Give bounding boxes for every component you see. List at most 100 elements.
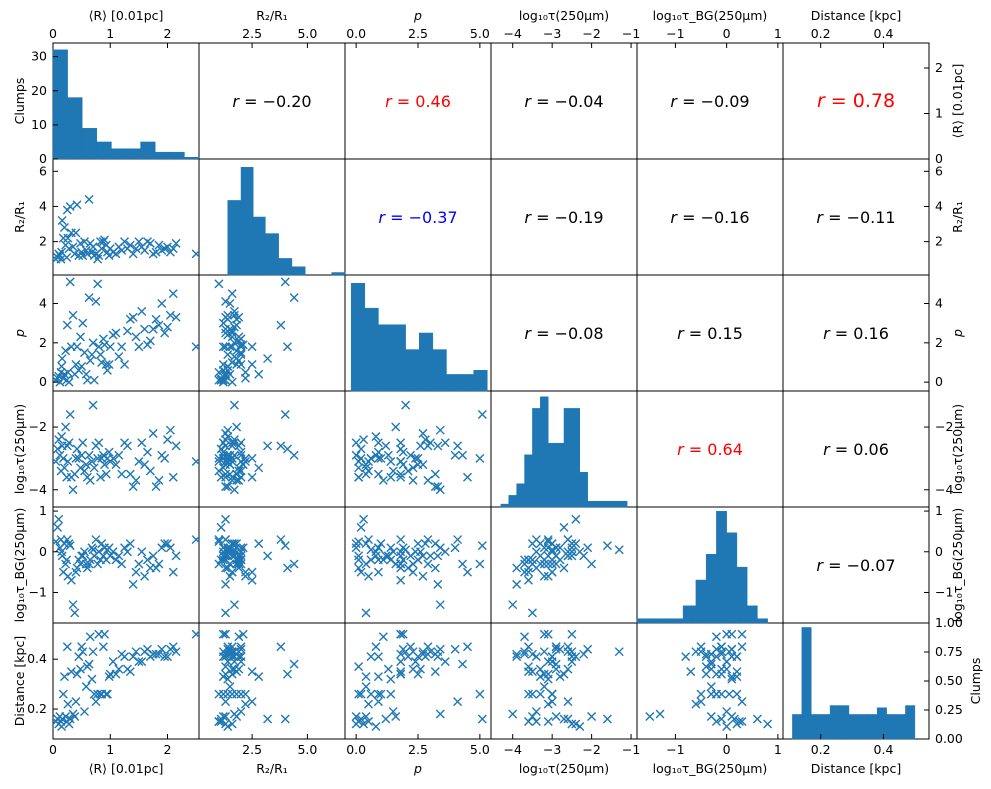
left-axis-row-0: 0 10 20 30 Clumps <box>12 49 58 166</box>
scatter-point <box>66 667 76 677</box>
scatter-point <box>232 559 242 569</box>
scatter-point <box>214 457 224 467</box>
scatter-point <box>58 689 68 699</box>
scatter-point <box>68 485 78 495</box>
scatter-point <box>223 350 233 360</box>
scatter-point <box>140 571 150 581</box>
axis-label: ⟨R⟩ [0.01pc] <box>950 64 965 139</box>
scatter-point <box>125 667 135 677</box>
scatter-point <box>289 450 299 460</box>
axis-label: R₂/R₁ <box>950 201 965 233</box>
axis-label: p <box>413 761 422 776</box>
scatter-point <box>227 652 237 662</box>
scatter-point <box>234 632 244 642</box>
scatter-point <box>732 667 742 677</box>
scatter-point <box>53 522 63 532</box>
scatter-point <box>223 689 233 699</box>
scatter-point <box>214 689 224 699</box>
axis-label: R₂/R₁ <box>256 761 288 776</box>
scatter-point <box>171 312 181 322</box>
scatter-p-vs-R2R1 <box>214 277 299 387</box>
scatter-point <box>539 571 549 581</box>
scatter-point <box>142 447 152 457</box>
scatter-point <box>214 559 224 569</box>
scatter-point <box>94 438 104 448</box>
scatter-point <box>440 438 450 448</box>
scatter-point <box>567 719 577 729</box>
scatter-point <box>423 559 433 569</box>
scatter-point <box>98 551 108 561</box>
scatter-point <box>236 657 246 667</box>
scatter-point <box>396 472 406 482</box>
scatter-point <box>371 722 381 732</box>
scatter-point <box>383 450 393 460</box>
hist-bar <box>555 442 565 508</box>
tick-label: 2.5 <box>408 26 428 41</box>
scatter-point <box>238 543 248 553</box>
scatter-point <box>371 642 381 652</box>
scatter-point <box>85 475 95 485</box>
scatter-point <box>531 707 541 717</box>
scatter-point <box>396 438 406 448</box>
scatter-point <box>134 342 144 352</box>
scatter-point <box>84 450 94 460</box>
scatter-point <box>84 293 94 303</box>
scatter-point <box>111 460 121 470</box>
scatter-point <box>563 551 573 561</box>
axis-label: R₂/R₁ <box>256 8 288 23</box>
tick-label: 0 <box>39 374 47 389</box>
scatter-point <box>391 422 401 432</box>
scatter-point <box>520 647 530 657</box>
scatter-point <box>128 249 138 259</box>
scatter-point <box>386 555 396 565</box>
scatter-point <box>351 719 361 729</box>
scatter-point <box>117 469 127 479</box>
bottom-axis-taubg: −1 0 1 log₁₀τ_BG(250µm) <box>653 734 782 776</box>
scatter-point <box>737 642 747 652</box>
tick-label: 1 <box>106 742 114 757</box>
tick-label: 0.2 <box>811 26 831 41</box>
tick-label: 1 <box>39 503 47 518</box>
scatter-point <box>236 707 246 717</box>
scatter-point <box>218 375 228 385</box>
scatter-point <box>717 714 727 724</box>
correlation-r: r = −0.19 <box>524 208 603 227</box>
scatter-point <box>131 332 141 342</box>
hist-bar <box>867 714 878 740</box>
scatter-point <box>117 559 127 569</box>
scatter-point <box>727 644 737 654</box>
hist-bar <box>154 151 171 160</box>
scatter-point <box>137 438 147 448</box>
scatter-point <box>396 547 406 557</box>
scatter-point <box>398 555 408 565</box>
tick-label: −4 <box>935 482 953 497</box>
scatter-point <box>236 342 246 352</box>
tick-label: −2 <box>29 419 47 434</box>
scatter-point <box>114 450 124 460</box>
scatter-point <box>571 652 581 662</box>
scatter-point <box>276 535 286 545</box>
scatter-point <box>587 559 597 569</box>
scatter-point <box>425 551 435 561</box>
scatter-point <box>160 652 170 662</box>
scatter-point <box>229 709 239 719</box>
scatter-point <box>512 579 522 589</box>
axis-label: p <box>12 329 27 338</box>
hist-bar <box>876 707 887 740</box>
scatter-point <box>72 342 82 352</box>
scatter-point <box>655 709 665 719</box>
scatter-point <box>706 659 716 669</box>
scatter-point <box>366 453 376 463</box>
tick-label: 2.5 <box>242 742 262 757</box>
axis-label: Clumps <box>968 658 983 705</box>
scatter-point <box>415 664 425 674</box>
tick-label: 0.4 <box>874 26 894 41</box>
tick-label: −1 <box>29 584 47 599</box>
hist-bar <box>240 167 254 276</box>
axis-label: p <box>413 8 422 23</box>
scatter-point <box>57 216 67 226</box>
scatter-point <box>223 722 233 732</box>
scatter-point <box>247 342 257 352</box>
scatter-point <box>128 312 138 322</box>
scatter-point <box>543 717 553 727</box>
